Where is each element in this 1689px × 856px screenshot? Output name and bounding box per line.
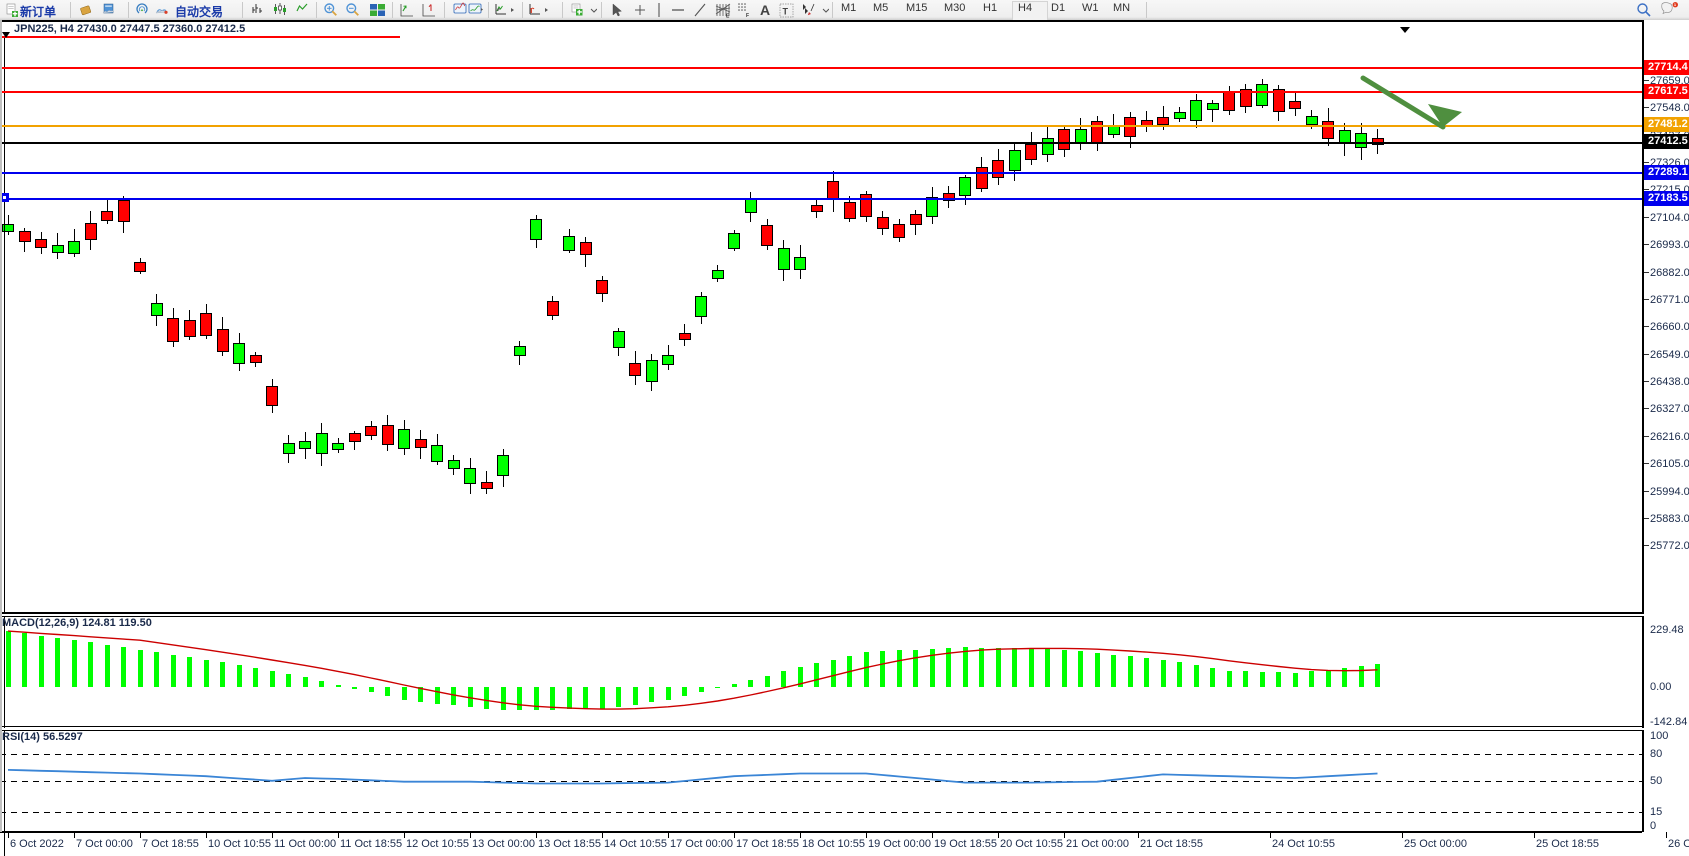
svg-text:E: E	[726, 14, 730, 19]
svg-text:T: T	[782, 6, 788, 16]
svg-text:F: F	[746, 13, 749, 18]
